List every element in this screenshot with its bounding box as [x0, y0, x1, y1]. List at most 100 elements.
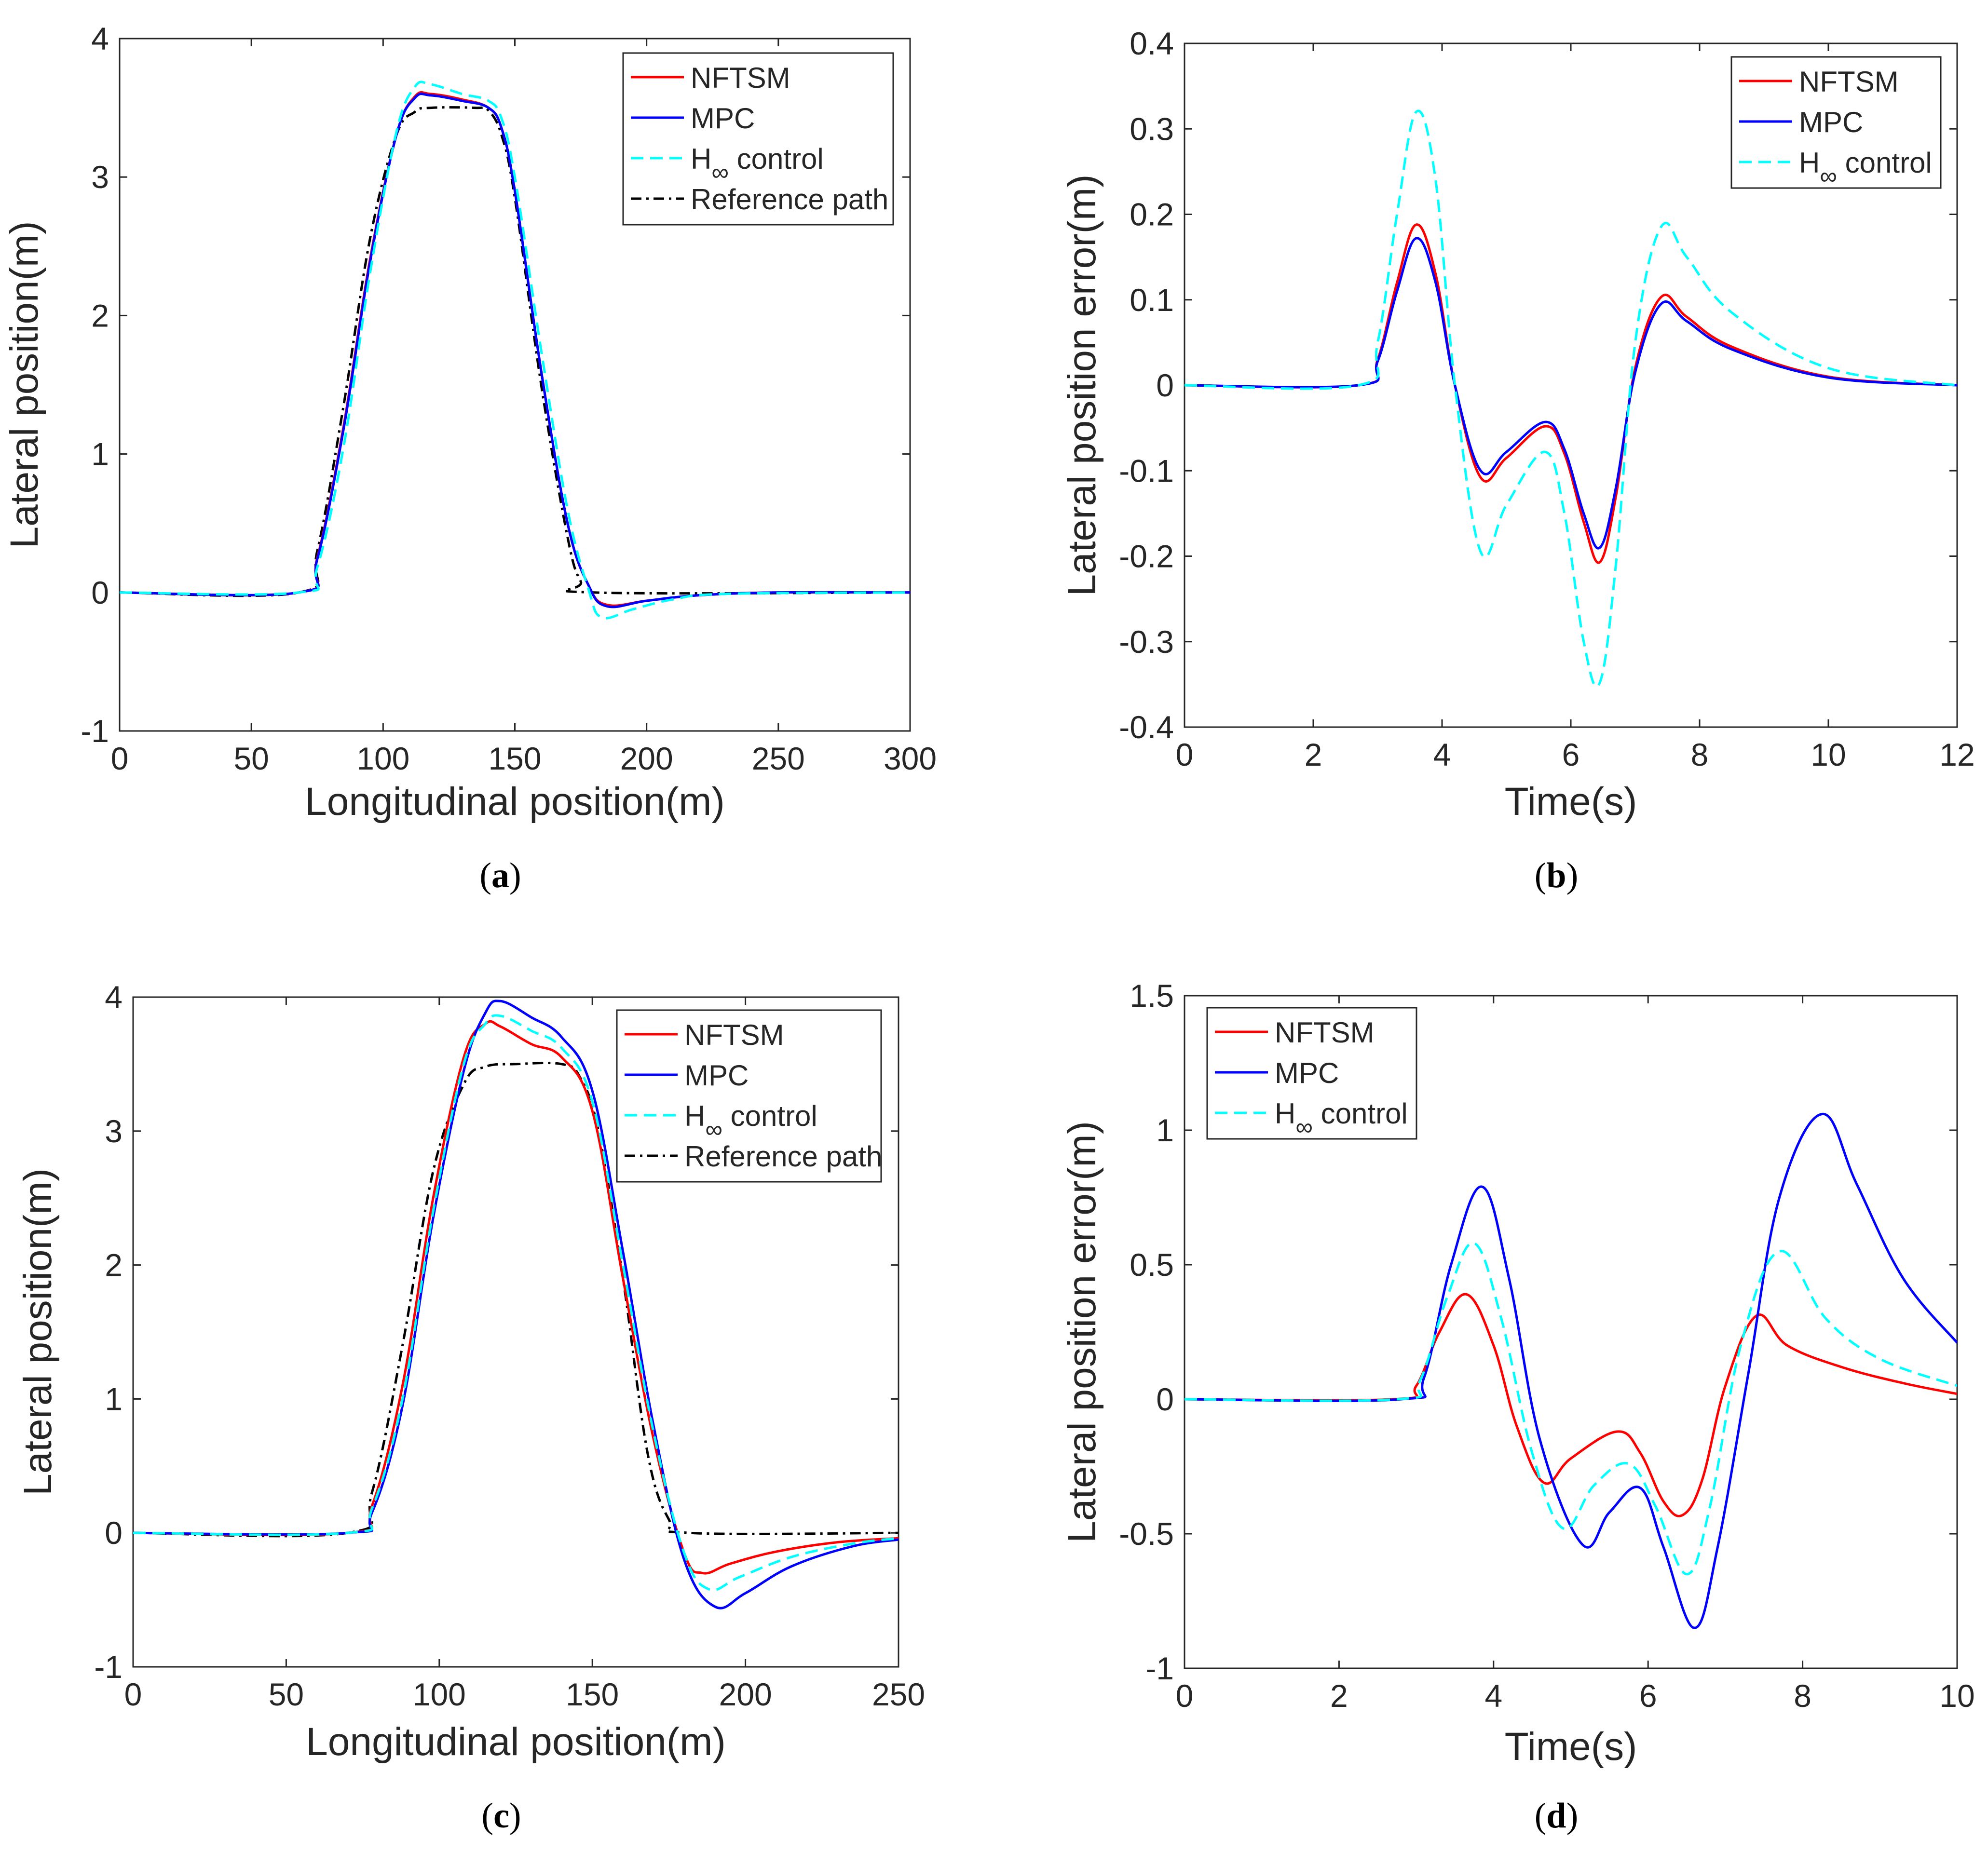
legend-entry: MPC	[684, 1059, 749, 1092]
x-tick-label: 150	[488, 741, 541, 776]
x-axis-label: Longitudinal position(m)	[306, 1720, 726, 1764]
legend-entry: NFTSM	[1799, 66, 1899, 98]
series-line-mpc	[1185, 237, 1957, 550]
x-tick-label: 0	[1176, 1678, 1194, 1714]
x-tick-label: 50	[233, 741, 269, 776]
x-tick-label: 4	[1484, 1678, 1502, 1714]
series-line-reference-path	[120, 106, 910, 597]
x-tick-label: 100	[356, 741, 409, 776]
x-axis-label: Time(s)	[1505, 780, 1637, 824]
series-line-h-control	[1185, 1242, 1957, 1576]
y-tick-label: -1	[94, 1649, 123, 1685]
y-tick-label: 0.1	[1130, 282, 1174, 318]
y-axis-label: Lateral position(m)	[16, 1168, 60, 1496]
chart-panel-b: 0 2 4 6 8 10 12 -0.4 -0.3 -0.2 -0.1 0 0.1 0.2 0.3 0.4 Ti…	[1060, 26, 1975, 895]
panel-caption: (a)	[479, 856, 521, 895]
legend-entry: H∞ control	[1799, 147, 1932, 189]
y-tick-label: -0.2	[1119, 539, 1174, 574]
panel-caption: (c)	[481, 1796, 521, 1836]
x-tick-label: 50	[269, 1676, 304, 1712]
series-line-reference-path	[133, 1061, 899, 1538]
y-tick-label: 1	[105, 1381, 123, 1417]
y-tick-label: -1	[1145, 1650, 1174, 1686]
y-tick-label: 0	[91, 575, 109, 610]
x-tick-label: 6	[1639, 1678, 1657, 1714]
x-tick-label: 2	[1305, 737, 1322, 772]
y-axis-label: Lateral position error(m)	[1060, 1121, 1104, 1543]
y-tick-label: -1	[81, 713, 109, 749]
y-tick-label: 0.3	[1130, 111, 1174, 147]
series-line-nftsm	[1185, 1293, 1957, 1517]
x-tick-label: 150	[566, 1676, 619, 1712]
legend-entry: MPC	[1275, 1057, 1339, 1089]
y-tick-label: 0.4	[1130, 26, 1174, 61]
x-tick-label: 12	[1939, 737, 1974, 772]
x-tick-label: 0	[111, 741, 129, 776]
series-line-nftsm	[133, 1020, 899, 1575]
y-tick-label: 0.2	[1130, 197, 1174, 232]
x-tick-label: 2	[1330, 1678, 1348, 1714]
y-tick-label: 3	[91, 159, 109, 195]
x-tick-label: 300	[884, 741, 937, 776]
legend-entry: NFTSM	[684, 1019, 784, 1051]
y-tick-label: 4	[91, 21, 109, 56]
x-tick-label: 10	[1811, 737, 1846, 772]
legend-box	[622, 52, 894, 226]
y-tick-label: 0	[105, 1515, 123, 1551]
series-line-mpc	[1185, 1112, 1957, 1629]
x-tick-label: 4	[1433, 737, 1451, 772]
legend-entry: Reference path	[684, 1140, 882, 1173]
legend-entry: MPC	[1799, 106, 1863, 138]
y-tick-label: -0.3	[1119, 624, 1174, 660]
y-tick-label: 0.5	[1130, 1247, 1174, 1283]
y-axis-label: Lateral position error(m)	[1060, 175, 1104, 596]
legend-entry: H∞ control	[691, 143, 824, 186]
y-tick-label: -0.5	[1119, 1516, 1174, 1552]
series-line-h-control	[120, 81, 910, 620]
x-axis-label: Longitudinal position(m)	[305, 780, 725, 824]
y-axis-label: Lateral position(m)	[2, 221, 46, 548]
y-tick-label: 1	[1156, 1112, 1174, 1148]
x-tick-label: 6	[1562, 737, 1580, 772]
legend-entry: NFTSM	[691, 62, 790, 94]
y-tick-label: -0.4	[1119, 709, 1174, 745]
series-line-nftsm	[1185, 223, 1957, 564]
y-tick-label: 1.5	[1130, 978, 1174, 1014]
x-tick-label: 0	[1176, 737, 1194, 772]
panel-caption: (d)	[1535, 1796, 1578, 1836]
x-tick-label: 8	[1794, 1678, 1811, 1714]
chart-panel-d: 0 2 4 6 8 10 -1 -0.5 0 0.5 1 1.5 Time(s) Lateral posi…	[1060, 978, 1975, 1836]
y-tick-label: 0	[1156, 1381, 1174, 1417]
legend: NFTSM MPC H∞ control	[1206, 1007, 1417, 1140]
legend: NFTSM MPC H∞ control	[1730, 56, 1942, 189]
legend-entry: H∞ control	[684, 1100, 817, 1143]
legend-box	[616, 1009, 882, 1183]
legend-entry: MPC	[691, 102, 755, 135]
panel-caption: (b)	[1535, 856, 1578, 895]
x-tick-label: 8	[1691, 737, 1709, 772]
y-tick-label: 4	[105, 979, 123, 1015]
x-tick-label: 200	[719, 1676, 772, 1712]
x-tick-label: 10	[1939, 1678, 1974, 1714]
series-line-mpc	[133, 1000, 899, 1609]
y-tick-label: 1	[91, 436, 109, 472]
x-tick-label: 0	[124, 1676, 142, 1712]
y-tick-label: 2	[91, 297, 109, 333]
legend-entry: Reference path	[691, 183, 888, 216]
x-tick-label: 250	[872, 1676, 925, 1712]
legend-entry: H∞ control	[1275, 1097, 1408, 1140]
x-tick-label: 200	[620, 741, 673, 776]
series-line-h-control	[133, 1014, 899, 1592]
x-tick-label: 250	[752, 741, 805, 776]
y-tick-label: 2	[105, 1247, 123, 1283]
y-tick-label: 0	[1156, 367, 1174, 403]
y-tick-label: -0.1	[1119, 453, 1174, 488]
x-tick-label: 100	[413, 1676, 466, 1712]
y-tick-label: 3	[105, 1113, 123, 1149]
series-line-h-control	[1185, 109, 1957, 688]
